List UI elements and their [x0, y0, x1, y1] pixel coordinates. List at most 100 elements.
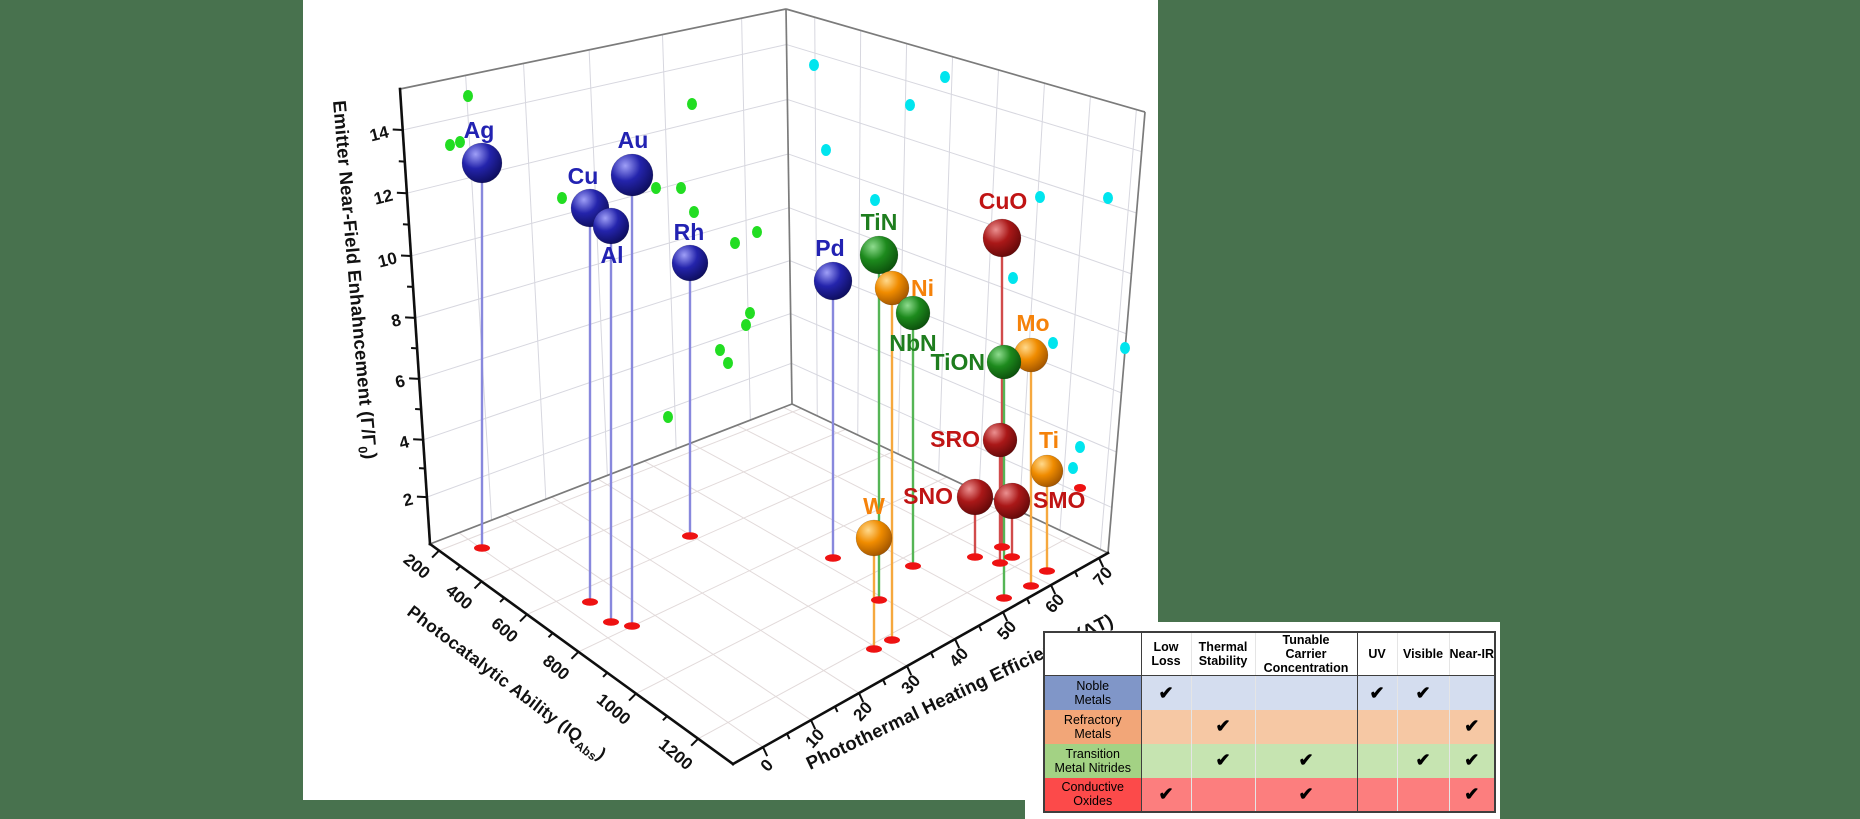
point-label-CuO: CuO — [979, 188, 1028, 214]
z-axis-title: Emitter Near-Field Enhahncement (Γ/Γ0) — [325, 100, 381, 461]
column-header-low-loss: Low Loss — [1141, 632, 1191, 676]
point-label-Ni: Ni — [911, 275, 934, 301]
green-wall-dot — [455, 136, 465, 148]
column-header-near-ir: Near-IR — [1448, 632, 1495, 676]
floor-dot-Ti — [1039, 567, 1055, 575]
sphere-SRO — [982, 422, 1018, 458]
cyan-wall-dot — [809, 59, 819, 71]
cyan-wall-dot — [1048, 337, 1058, 349]
green-wall-dot — [463, 90, 473, 102]
point-label-SMO: SMO — [1033, 487, 1085, 513]
floor-dot-CuO — [994, 543, 1010, 551]
sphere-Pd — [813, 261, 853, 301]
green-wall-dot — [723, 357, 733, 369]
check-cell: ✔ — [1141, 777, 1191, 812]
table-row: Refractory Metals ✔ ✔ — [1044, 709, 1495, 744]
cyan-wall-dot — [1103, 192, 1113, 204]
cyan-wall-dot — [940, 71, 950, 83]
green-wall-dot — [557, 192, 567, 204]
table-row: Conductive Oxides ✔ ✔ ✔ — [1044, 777, 1495, 812]
empty-cell — [1356, 709, 1397, 744]
tick-label: 12 — [372, 186, 395, 209]
tick-label: 6 — [393, 371, 407, 392]
materials-comparison-table: Low Loss Thermal Stability Tunable Carrier… — [1043, 631, 1496, 813]
spheres — [461, 142, 1064, 557]
sphere-Al — [592, 207, 630, 245]
corner-header-cell — [1044, 632, 1142, 676]
sphere-Ti — [1030, 454, 1064, 488]
point-label-TiN: TiN — [861, 209, 898, 235]
point-label-Cu: Cu — [568, 163, 599, 189]
floor-dots — [474, 532, 1055, 653]
wall-projection-dots — [445, 59, 1130, 492]
check-cell: ✔ — [1396, 743, 1449, 778]
tick-label: 14 — [368, 122, 391, 145]
floor-dot-SRO — [992, 559, 1008, 567]
tick-label: 10 — [376, 248, 399, 271]
green-wall-dot — [676, 182, 686, 194]
point-label-SNO: SNO — [903, 483, 953, 509]
tick-label: 1200 — [655, 735, 696, 774]
tick-label: 50 — [994, 617, 1021, 644]
sphere-W — [855, 519, 893, 557]
green-wall-dot — [651, 182, 661, 194]
cyan-wall-dot — [905, 99, 915, 111]
empty-cell — [1254, 675, 1358, 710]
tick-label: 30 — [898, 671, 925, 698]
empty-cell — [1356, 743, 1397, 778]
floor-dot-Au — [624, 622, 640, 630]
table-row: Noble Metals ✔ ✔ ✔ — [1044, 675, 1495, 710]
sphere-TiON — [986, 344, 1022, 380]
check-cell: ✔ — [1254, 743, 1358, 778]
sphere-NbN — [895, 295, 931, 331]
floor-dot-Pd — [825, 554, 841, 562]
red-wall-dot — [1074, 484, 1086, 492]
floor-dot-NbN — [905, 562, 921, 570]
row-header: Noble Metals — [1044, 675, 1142, 710]
tick-label: 800 — [539, 651, 573, 684]
table-row: Transition Metal Nitrides ✔ ✔ ✔ ✔ — [1044, 743, 1495, 778]
point-label-Ti: Ti — [1039, 427, 1059, 453]
tick-label: 8 — [389, 310, 403, 331]
sphere-SNO — [956, 478, 994, 516]
green-wall-dot — [689, 206, 699, 218]
sphere-Rh — [671, 244, 709, 282]
floor-dot-TiN — [871, 596, 887, 604]
cyan-wall-dot — [1008, 272, 1018, 284]
empty-cell — [1141, 709, 1191, 744]
tick-label: 2 — [401, 490, 415, 511]
green-wall-dot — [745, 307, 755, 319]
empty-cell — [1356, 777, 1397, 812]
point-label-TiON: TiON — [930, 349, 985, 375]
floor-dot-SMO — [1004, 553, 1020, 561]
sphere-CuO — [982, 218, 1022, 258]
tick-label: 40 — [946, 644, 973, 671]
tick-label: 1000 — [593, 690, 634, 729]
point-label-Au: Au — [618, 127, 649, 153]
check-cell: ✔ — [1190, 709, 1255, 744]
floor-dot-Rh — [682, 532, 698, 540]
sphere-Ag — [461, 142, 503, 184]
check-cell: ✔ — [1448, 709, 1495, 744]
check-cell: ✔ — [1254, 777, 1358, 812]
cyan-wall-dot — [1120, 342, 1130, 354]
floor-dot-Ag — [474, 544, 490, 552]
empty-cell — [1141, 743, 1191, 778]
check-cell: ✔ — [1190, 743, 1255, 778]
green-wall-dot — [445, 139, 455, 151]
empty-cell — [1190, 777, 1255, 812]
point-labels: Ag Cu Al Au Rh Pd TiN Ni NbN CuO Mo TiON SRO Ti SNO SMO… — [464, 117, 1086, 519]
green-wall-dot — [715, 344, 725, 356]
floor-dot-SNO — [967, 553, 983, 561]
empty-cell — [1396, 709, 1449, 744]
sphere-SMO — [993, 482, 1031, 520]
empty-cell — [1396, 777, 1449, 812]
floor-dot-TiON — [996, 594, 1012, 602]
check-cell: ✔ — [1356, 675, 1397, 710]
tick-label: 60 — [1042, 590, 1069, 617]
column-header-visible: Visible — [1396, 632, 1449, 676]
point-label-Al: Al — [601, 242, 624, 268]
axes — [392, 87, 1110, 766]
